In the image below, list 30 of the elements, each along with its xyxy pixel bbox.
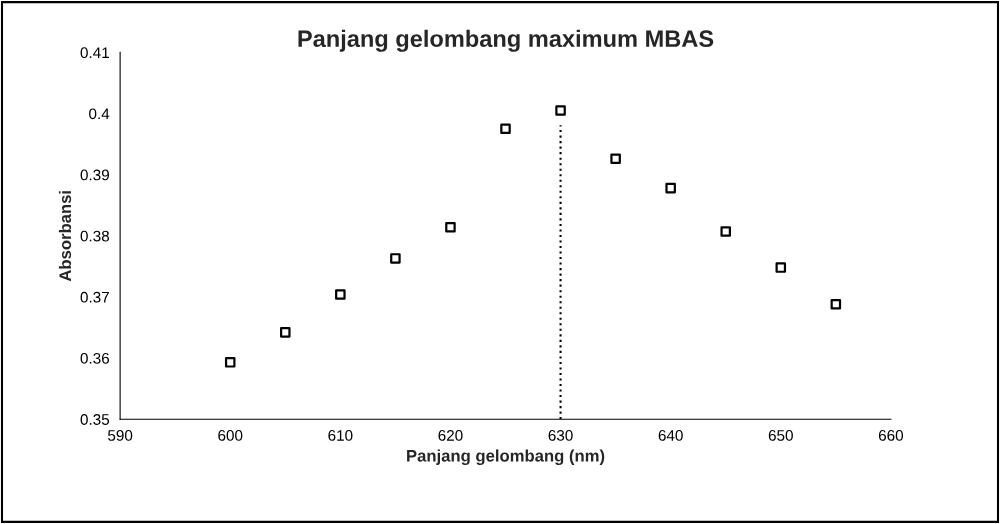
y-tick-label: 0.39 — [80, 169, 109, 181]
point — [500, 123, 511, 135]
x-axis-title: Panjang gelombang (nm) — [407, 449, 605, 466]
x-tick-label: 590 — [107, 430, 133, 441]
x-tick-label: 610 — [328, 430, 353, 441]
point — [224, 357, 236, 368]
point — [665, 182, 676, 194]
x-tick-label: 630 — [548, 430, 573, 441]
point — [445, 221, 456, 233]
point — [280, 327, 291, 338]
y-tick-label: 0.35 — [80, 414, 110, 425]
chart-title: Panjang gelombang maximum MBAS — [298, 29, 714, 52]
x-tick-label: 600 — [218, 430, 243, 441]
y-tick-label: 0.37 — [80, 291, 109, 303]
y-tick-label: 0.36 — [80, 352, 110, 364]
point — [720, 226, 731, 237]
point — [610, 153, 621, 165]
x-tick-label: 620 — [438, 430, 463, 441]
x-tick-label: 650 — [768, 430, 793, 441]
x-tick-label: 660 — [878, 430, 904, 441]
point — [555, 105, 566, 116]
y-tick-label: 0.4 — [89, 108, 110, 120]
y-tick-label: 0.38 — [80, 230, 110, 242]
point — [335, 289, 346, 300]
point — [775, 262, 787, 273]
y-axis-title: Absorbansi — [58, 191, 72, 282]
x-tick-label: 640 — [658, 430, 683, 441]
point — [390, 253, 401, 264]
y-tick-label: 0.41 — [80, 47, 109, 59]
point — [830, 298, 842, 310]
